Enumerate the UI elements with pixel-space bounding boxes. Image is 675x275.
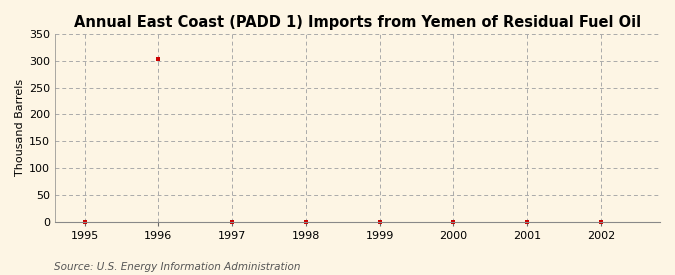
Title: Annual East Coast (PADD 1) Imports from Yemen of Residual Fuel Oil: Annual East Coast (PADD 1) Imports from … bbox=[74, 15, 641, 30]
Text: Source: U.S. Energy Information Administration: Source: U.S. Energy Information Administ… bbox=[54, 262, 300, 272]
Y-axis label: Thousand Barrels: Thousand Barrels bbox=[15, 79, 25, 176]
